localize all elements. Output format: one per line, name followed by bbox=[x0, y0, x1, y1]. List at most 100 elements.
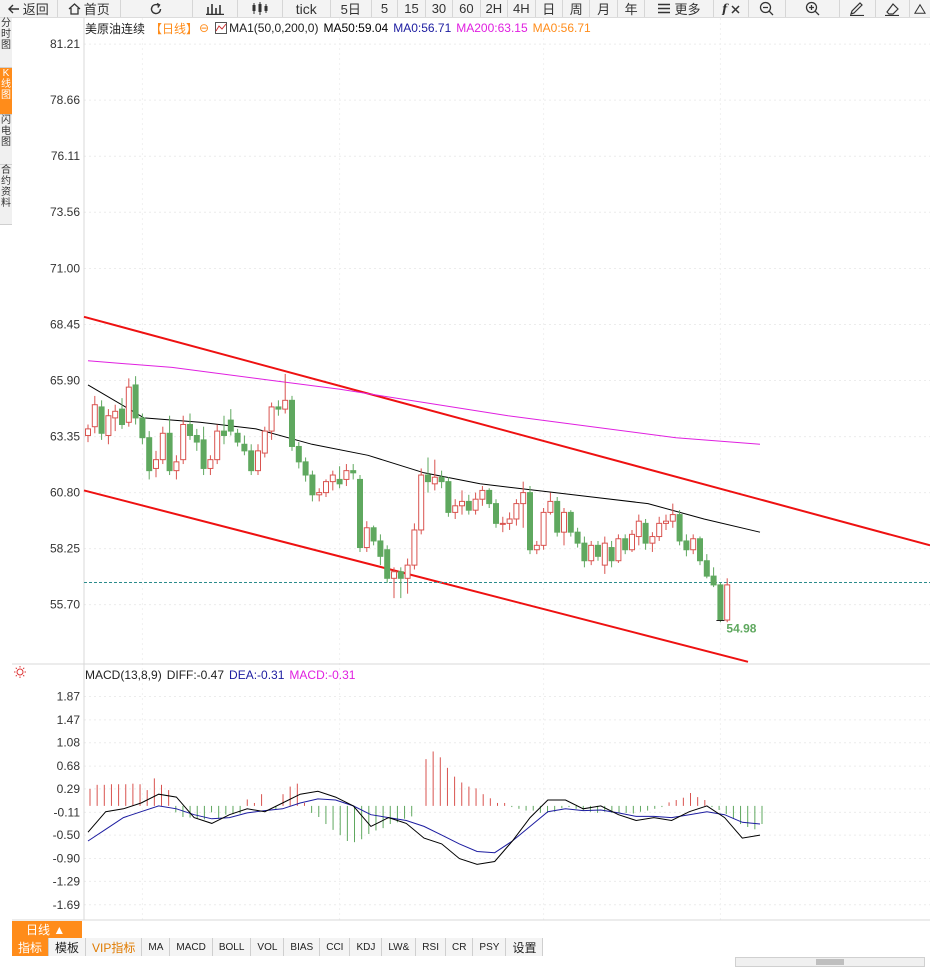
sidebar-item-kline[interactable]: K线图 bbox=[0, 68, 12, 115]
candle-body bbox=[153, 459, 159, 469]
period-tag[interactable]: 【日线】 bbox=[150, 21, 199, 36]
candle bbox=[438, 470, 445, 489]
price-tick-label: 81.21 bbox=[50, 37, 80, 51]
settings-tab[interactable]: 设置 bbox=[506, 938, 544, 956]
candle-chart-button[interactable] bbox=[238, 0, 283, 17]
home-button[interactable]: 首页 bbox=[58, 0, 121, 17]
candle bbox=[363, 521, 370, 552]
indicator-cci[interactable]: CCI bbox=[320, 938, 351, 956]
indicator-vol[interactable]: VOL bbox=[251, 938, 285, 956]
candle bbox=[173, 455, 180, 480]
svg-text:f: f bbox=[721, 2, 729, 15]
candle-body bbox=[710, 575, 717, 586]
candle bbox=[159, 426, 166, 465]
candle-body bbox=[166, 432, 173, 472]
ma0-value: MA0:56.71 bbox=[393, 21, 452, 35]
candle bbox=[193, 428, 200, 451]
period-2h-button[interactable]: 2H bbox=[481, 0, 509, 17]
minus-circle-icon[interactable]: ⊖ bbox=[199, 21, 210, 35]
zoom-out-button[interactable] bbox=[749, 0, 786, 17]
candle-body bbox=[506, 518, 513, 524]
candle-body bbox=[649, 536, 656, 544]
period-60min-button[interactable]: 60 bbox=[453, 0, 481, 17]
price-tick-label: 78.66 bbox=[50, 93, 80, 107]
indicator-lwr[interactable]: LW& bbox=[382, 938, 417, 956]
candle-body bbox=[316, 492, 323, 496]
indicator-boll[interactable]: BOLL bbox=[212, 938, 252, 956]
candle bbox=[289, 395, 295, 451]
macd-dea: DEA:-0.31 bbox=[229, 668, 285, 682]
candle bbox=[703, 554, 710, 579]
candle-body bbox=[540, 511, 547, 546]
period-30min-label: 30 bbox=[431, 1, 447, 16]
period-week-button[interactable]: 周 bbox=[563, 0, 591, 17]
candle bbox=[350, 464, 357, 480]
period-year-button[interactable]: 年 bbox=[618, 0, 646, 17]
candle-body bbox=[608, 547, 615, 562]
indicator-chart-icon[interactable] bbox=[215, 22, 228, 34]
candle bbox=[418, 468, 425, 535]
zoom-in-icon bbox=[805, 1, 820, 16]
candle-body bbox=[357, 478, 363, 549]
candle-body bbox=[336, 478, 343, 485]
daily-period-button[interactable]: 日线 ▲ bbox=[12, 921, 82, 938]
candle bbox=[493, 499, 499, 528]
ma200-line bbox=[87, 360, 761, 445]
back-button[interactable]: 返回 bbox=[0, 0, 58, 17]
period-4h-button[interactable]: 4H bbox=[508, 0, 536, 17]
erase-button[interactable] bbox=[876, 0, 911, 17]
indicator-bias[interactable]: BIAS bbox=[284, 938, 321, 956]
indicator-tab[interactable]: 指标 bbox=[12, 938, 50, 956]
period-30min-button[interactable]: 30 bbox=[426, 0, 454, 17]
refresh-button[interactable] bbox=[121, 0, 194, 17]
more-label: 更多 bbox=[674, 2, 701, 17]
bar-chart-button[interactable] bbox=[193, 0, 238, 17]
macd-diff: DIFF:-0.47 bbox=[166, 668, 225, 682]
formula-button[interactable]: f bbox=[714, 0, 749, 17]
draw-button[interactable] bbox=[840, 0, 876, 17]
scrollbar-thumb[interactable] bbox=[816, 959, 844, 965]
sidebar-item-timeshare[interactable]: 分时图 bbox=[0, 18, 12, 68]
sidebar-item-flash[interactable]: 闪电图 bbox=[0, 115, 12, 165]
candle-body bbox=[187, 423, 193, 436]
candle bbox=[581, 536, 588, 568]
period-week-label: 周 bbox=[569, 2, 583, 17]
more-button[interactable]: 更多 bbox=[645, 0, 714, 17]
indicator-ma[interactable]: MA bbox=[142, 938, 171, 956]
template-tab[interactable]: 模板 bbox=[49, 938, 87, 956]
period-5day-button[interactable]: 5日 bbox=[331, 0, 372, 17]
candle-body bbox=[227, 419, 234, 432]
collapse-button[interactable] bbox=[910, 0, 930, 17]
sidebar-item-contract-info[interactable]: 合约资料 bbox=[0, 165, 12, 225]
candle bbox=[663, 514, 669, 530]
candle bbox=[105, 409, 112, 445]
indicator-psy[interactable]: PSY bbox=[473, 938, 507, 956]
home-icon bbox=[68, 2, 81, 15]
candle bbox=[275, 400, 282, 416]
indicator-rsi[interactable]: RSI bbox=[416, 938, 446, 956]
candle bbox=[282, 373, 289, 414]
horizontal-scrollbar[interactable] bbox=[735, 957, 925, 967]
candle-body bbox=[601, 542, 608, 566]
candle bbox=[506, 512, 513, 530]
sun-icon bbox=[14, 666, 26, 678]
tick-button[interactable]: tick bbox=[283, 0, 331, 17]
candle-body bbox=[697, 538, 703, 562]
candle bbox=[561, 507, 567, 546]
indicator-macd[interactable]: MACD bbox=[170, 938, 213, 956]
period-day-button[interactable]: 日 bbox=[536, 0, 563, 17]
indicator-cr[interactable]: CR bbox=[445, 938, 474, 956]
period-5min-button[interactable]: 5 bbox=[372, 0, 399, 17]
chart-canvas[interactable]: 81.21 78.66 76.11 73.56 71.00 68.45 65.90 63.35… bbox=[0, 18, 930, 921]
period-month-button[interactable]: 月 bbox=[590, 0, 618, 17]
candle-body bbox=[159, 432, 166, 461]
candle-body bbox=[574, 531, 581, 544]
candle bbox=[377, 534, 384, 566]
period-15min-button[interactable]: 15 bbox=[398, 0, 426, 17]
zoom-in-button[interactable] bbox=[786, 0, 840, 17]
indicator-kdj[interactable]: KDJ bbox=[350, 938, 383, 956]
candle bbox=[588, 540, 595, 566]
refresh-icon bbox=[151, 2, 162, 14]
candle-body bbox=[309, 474, 316, 496]
vip-indicator-tab[interactable]: VIP指标 bbox=[86, 938, 143, 956]
